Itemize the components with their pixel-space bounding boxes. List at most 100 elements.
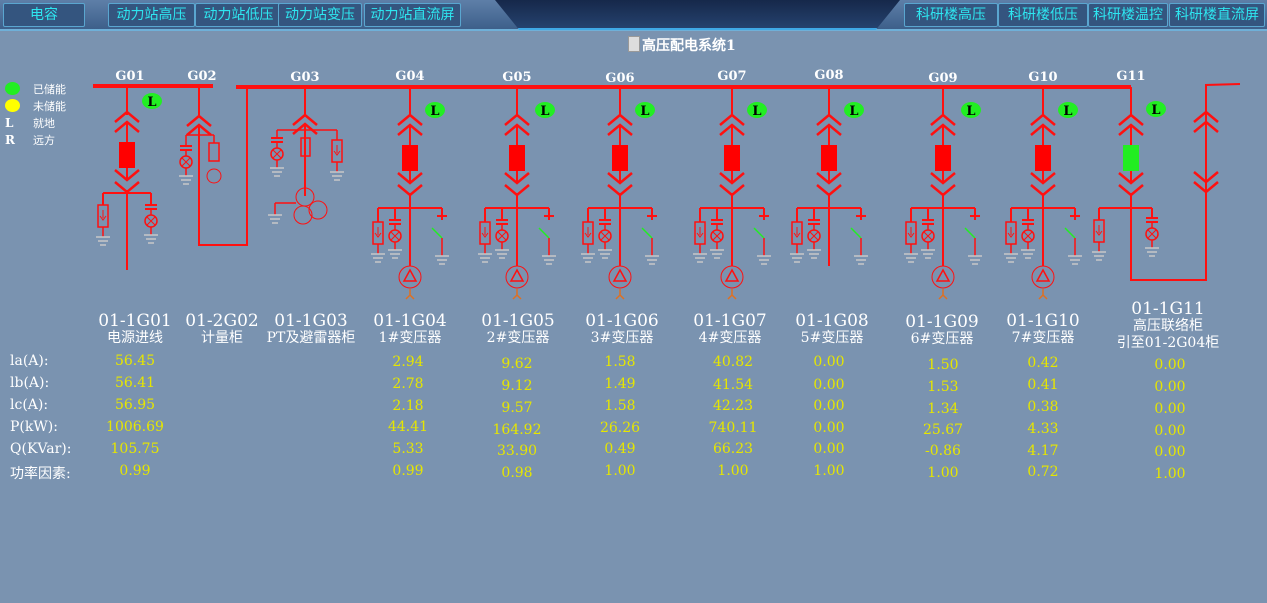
- measurement-value: 9.62: [501, 356, 533, 372]
- measurement-value: 26.26: [599, 420, 641, 436]
- cart-chevron-icon: [504, 172, 530, 185]
- feeder-name: 6#变压器: [910, 331, 974, 347]
- feeder-name: 计量柜: [201, 330, 243, 346]
- status-dot-icon: [5, 82, 20, 95]
- delta-icon: [1035, 268, 1051, 282]
- feeder-tag: G10: [1028, 70, 1057, 85]
- measurement-row-label: P(kW):: [10, 419, 58, 435]
- lamp-cross: [600, 231, 610, 241]
- ground-switch-blade: [431, 227, 443, 239]
- measurement-value: 1.00: [1154, 466, 1186, 482]
- wye-icon: [938, 289, 948, 300]
- nav-tab[interactable]: 动力站高压: [108, 3, 195, 27]
- cart-chevron-icon: [1030, 113, 1056, 126]
- arrow: [333, 145, 341, 156]
- circuit-breaker: [1035, 145, 1051, 171]
- nav-tab[interactable]: 动力站低压: [195, 3, 282, 27]
- feeder-tag: G05: [502, 70, 531, 85]
- nav-tab[interactable]: 科研楼低压: [998, 3, 1088, 27]
- cart-chevron-icon: [114, 110, 140, 123]
- nav-tab[interactable]: 科研楼直流屏: [1169, 3, 1265, 27]
- measurement-value: 1.00: [604, 463, 636, 479]
- ground-switch-blade: [753, 227, 765, 239]
- measurement-value: 105.75: [110, 441, 160, 457]
- transformer-icon: [931, 265, 955, 289]
- cart-chevron-icon: [1193, 120, 1219, 133]
- transformer-icon: [608, 265, 632, 289]
- nav-tab[interactable]: 科研楼高压: [904, 3, 998, 27]
- measurement-value: 0.38: [1027, 399, 1059, 415]
- document-icon: [628, 36, 640, 52]
- ground-switch-blade: [538, 227, 550, 239]
- measurement-value: 40.82: [712, 354, 754, 370]
- lamp-cross: [390, 231, 400, 241]
- lamp-cross: [181, 157, 191, 167]
- measurement-value: 0.00: [813, 441, 845, 457]
- measurement-value: 1.00: [927, 465, 959, 481]
- local-mode-letter: L: [1151, 103, 1160, 118]
- ground-icon: [96, 236, 110, 246]
- feeder-name: 高压联络柜: [1133, 318, 1203, 334]
- feeder-name: 7#变压器: [1011, 330, 1075, 346]
- header-center-panel: [495, 0, 900, 30]
- nav-tab[interactable]: 电容: [3, 3, 85, 27]
- lamp-cross: [923, 231, 933, 241]
- feeder-name: 5#变压器: [800, 330, 864, 346]
- measurement-value: 2.78: [392, 376, 424, 392]
- feeder-name: 引至01-2G04柜: [1116, 335, 1220, 351]
- local-mode-letter: L: [540, 104, 549, 119]
- local-mode-badge: [1146, 101, 1166, 117]
- feeder-name: 4#变压器: [698, 330, 762, 346]
- cart-chevron-icon: [719, 113, 745, 126]
- feeder-code: 01-1G09: [905, 312, 979, 332]
- measurement-value: 2.94: [392, 354, 424, 370]
- nav-tab[interactable]: 科研楼温控: [1088, 3, 1168, 27]
- cart-chevron-icon: [719, 172, 745, 185]
- nav-tab[interactable]: 动力站变压: [278, 3, 362, 27]
- measurement-value: 0.00: [1154, 444, 1186, 460]
- transformer-icon: [505, 265, 529, 289]
- nav-tab[interactable]: 动力站直流屏: [364, 3, 461, 27]
- feeder-tag: G01: [115, 69, 144, 84]
- legend-label: 已储能: [33, 82, 66, 96]
- ground-icon: [330, 171, 344, 181]
- feeder-name: PT及避雷器柜: [266, 330, 356, 346]
- measurement-value: 4.33: [1027, 421, 1059, 437]
- ground-icon: [144, 234, 158, 244]
- measurement-value: 0.42: [1027, 355, 1059, 371]
- ground-icon: [807, 249, 821, 259]
- measurement-value: 1.00: [813, 463, 845, 479]
- measurement-value: 0.00: [1154, 423, 1186, 439]
- local-mode-badge: [535, 102, 555, 118]
- local-mode-badge: [1058, 102, 1078, 118]
- feeder-name: 1#变压器: [378, 330, 442, 346]
- local-mode-badge: [747, 102, 767, 118]
- ground-icon: [693, 253, 707, 263]
- legend-item: 未储能: [5, 97, 66, 114]
- transformer-icon: [398, 265, 422, 289]
- arrow: [1007, 227, 1015, 238]
- ground-icon: [854, 255, 868, 265]
- measurement-value: 56.95: [114, 397, 156, 413]
- delta-icon: [509, 268, 525, 282]
- ground-icon: [179, 175, 193, 185]
- circuit-breaker: [935, 145, 951, 171]
- wye-icon: [512, 289, 522, 300]
- cart-chevron-icon: [1193, 171, 1219, 184]
- measurement-row-label: Q(KVar):: [10, 441, 72, 457]
- measurement-value: 0.00: [1154, 357, 1186, 373]
- measurement-row-label: lb(A):: [10, 375, 50, 391]
- circuit-breaker: [402, 145, 418, 171]
- measurement-value: 1.58: [604, 398, 636, 414]
- ground-icon: [495, 249, 509, 259]
- feeder-tag: G04: [395, 69, 424, 84]
- measurement-row-label: la(A):: [10, 353, 49, 369]
- lamp-cross: [1023, 231, 1033, 241]
- ct-icon: [206, 168, 222, 184]
- local-mode-letter: L: [849, 104, 858, 119]
- wire: [198, 87, 248, 246]
- feeder-code: 01-1G11: [1131, 299, 1205, 319]
- measurement-value: 1.34: [927, 401, 959, 417]
- measurement-value: 164.92: [492, 422, 542, 438]
- cart-chevron-icon: [816, 172, 842, 185]
